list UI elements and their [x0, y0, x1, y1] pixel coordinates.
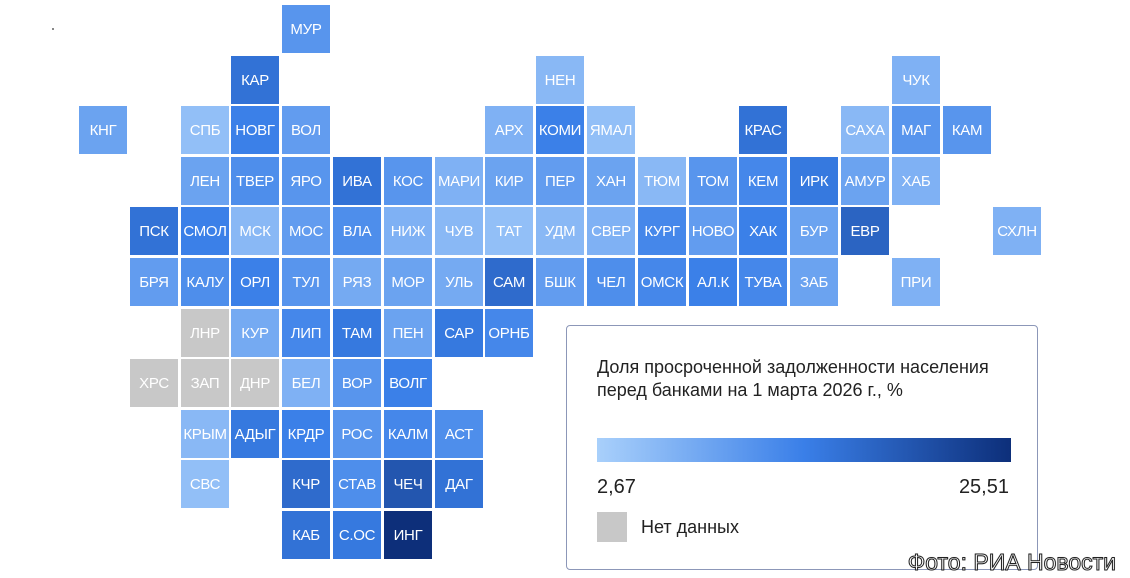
region-tile: КЕМ [739, 157, 787, 205]
region-tile: ТВЕР [231, 157, 279, 205]
region-tile: ХРС [130, 359, 178, 407]
region-tile: ТУЛ [282, 258, 330, 306]
region-tile: БРЯ [130, 258, 178, 306]
region-tile: МАРИ [435, 157, 483, 205]
region-tile: ИРК [790, 157, 838, 205]
region-tile: РЯЗ [333, 258, 381, 306]
region-tile: КРАС [739, 106, 787, 154]
region-tile: НОВГ [231, 106, 279, 154]
region-tile: КЧР [282, 460, 330, 508]
legend-title: Доля просроченной задолженности населени… [597, 357, 989, 400]
region-tile: С.ОС [333, 511, 381, 559]
region-tile: ТОМ [689, 157, 737, 205]
region-tile: БЕЛ [282, 359, 330, 407]
region-tile: ТУВА [739, 258, 787, 306]
region-tile: КРЫМ [181, 410, 229, 458]
region-tile: УЛЬ [435, 258, 483, 306]
region-tile: ОРНБ [485, 309, 533, 357]
region-tile: ПЕР [536, 157, 584, 205]
legend-max-label: 25,51 [958, 476, 1009, 498]
no-data-swatch [597, 512, 627, 542]
region-tile: ДНР [231, 359, 279, 407]
region-tile: АЛ.К [689, 258, 737, 306]
region-tile: ХАК [739, 207, 787, 255]
region-tile: УДМ [536, 207, 584, 255]
region-tile: СХЛН [993, 207, 1041, 255]
region-tile: ПСК [130, 207, 178, 255]
region-tile: КРДР [282, 410, 330, 458]
region-tile: САР [435, 309, 483, 357]
region-tile: ТАМ [333, 309, 381, 357]
region-tile: ОРЛ [231, 258, 279, 306]
region-tile: ТАТ [485, 207, 533, 255]
region-tile: КОМИ [536, 106, 584, 154]
region-tile: ТЮМ [638, 157, 686, 205]
region-tile: ЯМАЛ [587, 106, 635, 154]
region-tile: ЛНР [181, 309, 229, 357]
region-tile: АДЫГ [231, 410, 279, 458]
region-tile: ВОЛГ [384, 359, 432, 407]
region-tile: СВС [181, 460, 229, 508]
region-tile: ЗАП [181, 359, 229, 407]
legend-panel: Доля просроченной задолженности населени… [566, 325, 1038, 570]
region-tile: ИНГ [384, 511, 432, 559]
region-tile: ЧЕЧ [384, 460, 432, 508]
region-tile: КУР [231, 309, 279, 357]
region-tile: ВОЛ [282, 106, 330, 154]
region-tile: МОР [384, 258, 432, 306]
region-tile: СВЕР [587, 207, 635, 255]
region-tile: ЯРО [282, 157, 330, 205]
region-tile: КНГ [79, 106, 127, 154]
region-tile: КУРГ [638, 207, 686, 255]
region-tile: СТАВ [333, 460, 381, 508]
region-tile: ХАБ [892, 157, 940, 205]
region-tile: ВОР [333, 359, 381, 407]
region-tile: КАБ [282, 511, 330, 559]
region-tile: МАГ [892, 106, 940, 154]
region-tile: БУР [790, 207, 838, 255]
region-tile: КИР [485, 157, 533, 205]
region-tile: МУР [282, 5, 330, 53]
region-tile: ЧУВ [435, 207, 483, 255]
region-tile: МСК [231, 207, 279, 255]
region-tile: АСТ [435, 410, 483, 458]
no-data-label: Нет данных [641, 517, 739, 537]
region-tile: РОС [333, 410, 381, 458]
region-tile: КАМ [943, 106, 991, 154]
region-tile: КОС [384, 157, 432, 205]
region-tile: НЕН [536, 56, 584, 104]
region-tile: САМ [485, 258, 533, 306]
region-tile: БШК [536, 258, 584, 306]
region-tile: КАЛМ [384, 410, 432, 458]
region-tile: ЕВР [841, 207, 889, 255]
legend-gradient-bar [597, 438, 1011, 462]
region-tile: ЛЕН [181, 157, 229, 205]
region-tile: ДАГ [435, 460, 483, 508]
decorative-dot [52, 28, 54, 30]
region-tile: КАР [231, 56, 279, 104]
region-tile: ИВА [333, 157, 381, 205]
region-tile: КАЛУ [181, 258, 229, 306]
region-tile: ЛИП [282, 309, 330, 357]
region-tile: ЧЕЛ [587, 258, 635, 306]
region-tile: ЗАБ [790, 258, 838, 306]
region-tile: НОВО [689, 207, 737, 255]
region-tile: ОМСК [638, 258, 686, 306]
region-tile: ЧУК [892, 56, 940, 104]
region-tile: АРХ [485, 106, 533, 154]
photo-credit: Фото: РИА Новости [907, 549, 1116, 576]
region-tile: САХА [841, 106, 889, 154]
region-tile: МОС [282, 207, 330, 255]
legend-min-label: 2,67 [597, 476, 636, 498]
region-tile: СПБ [181, 106, 229, 154]
region-tile: СМОЛ [181, 207, 229, 255]
region-tile: ВЛА [333, 207, 381, 255]
region-tile: ПЕН [384, 309, 432, 357]
region-tile: ПРИ [892, 258, 940, 306]
region-tile: НИЖ [384, 207, 432, 255]
region-tile: ХАН [587, 157, 635, 205]
region-tile: АМУР [841, 157, 889, 205]
